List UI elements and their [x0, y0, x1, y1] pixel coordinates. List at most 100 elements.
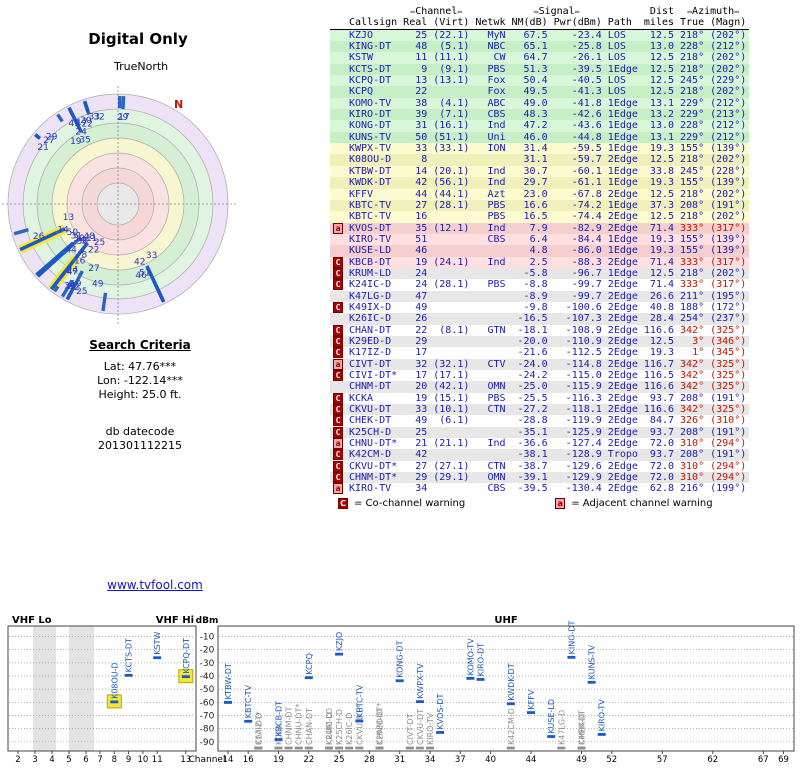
- table-cell: 25: [400, 29, 430, 41]
- table-cell: 2Edge: [605, 438, 641, 449]
- station-table: ▬Channel▬ ▬Signal▬ Dist ▬Azimuth▬ Callsi…: [330, 6, 749, 495]
- table-cell: 25: [400, 427, 430, 438]
- header-channel-group: Channel: [415, 6, 457, 17]
- x-axis-tick-label: 37: [455, 755, 466, 765]
- table-cell: [430, 268, 472, 279]
- table-cell: 218°: [677, 189, 707, 200]
- table-cell: [330, 154, 346, 165]
- station-callsign-label: KCTS-DT: [125, 638, 134, 672]
- table-cell: (9.1): [430, 64, 472, 75]
- table-cell: PBS: [472, 211, 508, 222]
- table-cell: C: [330, 336, 346, 347]
- table-cell: 42: [400, 177, 430, 188]
- x-axis-tick-label: 34: [425, 755, 436, 765]
- table-cell: (17.1): [430, 370, 472, 381]
- table-header-labels: Callsign Real (Virt) Netwk NM(dB) Pwr(dB…: [330, 17, 749, 29]
- table-cell: (325°): [707, 381, 749, 392]
- table-cell: [330, 166, 346, 177]
- table-cell: CHEK-DT: [346, 415, 400, 426]
- table-cell: KUSE-LD: [346, 245, 400, 256]
- table-cell: -5.8: [509, 268, 551, 279]
- table-cell: 13.0: [641, 41, 677, 52]
- table-cell: -86.0: [551, 245, 605, 256]
- station-marker: [355, 747, 363, 750]
- table-cell: -61.1: [551, 177, 605, 188]
- y-axis-tick-label: -30: [200, 659, 215, 669]
- table-cell: 2Edge: [605, 370, 641, 381]
- table-cell: 1Edge: [605, 200, 641, 211]
- table-cell: -38.7: [509, 461, 551, 472]
- table-row: CK17IZ-D17-21.6-112.52Edge19.31°(345°): [330, 347, 749, 358]
- gray-band: [33, 627, 56, 751]
- table-cell: (42.1): [430, 381, 472, 392]
- header-signal-group: Signal: [539, 6, 575, 17]
- band-label-uhf: UHF: [494, 615, 517, 626]
- station-marker: [406, 747, 414, 750]
- table-cell: (22.1): [430, 29, 472, 41]
- table-cell: [330, 132, 346, 143]
- table-cell: C: [330, 347, 346, 358]
- table-cell: -130.4: [551, 483, 605, 494]
- table-cell: (139°): [707, 234, 749, 245]
- station-channel-label: 47: [67, 267, 78, 277]
- table-cell: 116.6: [641, 404, 677, 415]
- table-cell: 2Edge: [605, 393, 641, 404]
- table-cell: 310°: [677, 461, 707, 472]
- table-cell: 2Edge: [605, 223, 641, 234]
- header-true: True: [677, 17, 707, 29]
- station-channel-label: 13: [63, 213, 74, 223]
- table-cell: 42: [400, 449, 430, 460]
- table-row: CKBCB-DT19(24.1)Ind2.5-88.32Edge71.4333°…: [330, 257, 749, 268]
- channel-warning-icon: C: [333, 427, 343, 438]
- table-cell: -115.9: [551, 381, 605, 392]
- station-marker: [507, 747, 515, 750]
- table-cell: -127.4: [551, 438, 605, 449]
- table-cell: C: [330, 370, 346, 381]
- table-row: CKRUM-LD24-5.8-96.71Edge12.5218°(202°): [330, 268, 749, 279]
- table-cell: (346°): [707, 336, 749, 347]
- table-cell: 216°: [677, 483, 707, 494]
- table-cell: 116.6: [641, 325, 677, 336]
- table-row: KSTW11(11.1)CW64.7-26.1LOS12.5218°(202°): [330, 52, 749, 63]
- station-marker: [416, 700, 424, 703]
- search-criteria: Search Criteria Lat: 47.76*** Lon: -122.…: [60, 338, 220, 453]
- table-cell: KBTC-TV: [346, 200, 400, 211]
- x-axis-tick-label: 31: [394, 755, 405, 765]
- station-marker: [110, 701, 118, 704]
- table-cell: Tropo: [605, 449, 641, 460]
- datecode-value: 201301112215: [60, 439, 220, 452]
- table-cell: 13.0: [641, 120, 677, 131]
- table-header-groups: ▬Channel▬ ▬Signal▬ Dist ▬Azimuth▬: [330, 6, 749, 17]
- station-callsign-label: CHNM-DT: [285, 706, 294, 745]
- station-channel-label: 49: [69, 119, 81, 129]
- table-cell: 229°: [677, 109, 707, 120]
- table-cell: MyN: [472, 29, 508, 41]
- table-cell: (16.1): [430, 120, 472, 131]
- table-cell: 310°: [677, 472, 707, 483]
- channel-warning-icon: C: [333, 461, 343, 472]
- tvfool-link[interactable]: www.tvfool.com: [107, 578, 203, 592]
- table-cell: (212°): [707, 41, 749, 52]
- table-cell: 1Edge: [605, 245, 641, 256]
- table-cell: -110.9: [551, 336, 605, 347]
- adjacent-channel-icon: a: [555, 498, 565, 509]
- station-channel-label: 49: [92, 280, 104, 290]
- table-cell: -119.9: [551, 415, 605, 426]
- table-cell: [330, 381, 346, 392]
- table-cell: K08OU-D: [346, 154, 400, 165]
- x-axis-tick-label: 7: [97, 755, 102, 765]
- table-cell: 16: [400, 211, 430, 222]
- table-cell: 13: [400, 75, 430, 86]
- table-cell: Fox: [472, 86, 508, 97]
- table-cell: C: [330, 279, 346, 290]
- station-marker: [305, 747, 313, 750]
- station-callsign-label: KRUM-LD: [325, 708, 334, 745]
- y-axis-tick-label: -80: [200, 725, 215, 735]
- table-cell: a: [330, 359, 346, 370]
- table-cell: CTN: [472, 404, 508, 415]
- table-cell: (317°): [707, 257, 749, 268]
- table-cell: 22: [400, 86, 430, 97]
- table-row: KIRO-TV51CBS6.4-84.41Edge19.3155°(139°): [330, 234, 749, 245]
- x-axis-tick-label: 3: [32, 755, 37, 765]
- station-callsign-label: KBTC-TV: [244, 684, 253, 718]
